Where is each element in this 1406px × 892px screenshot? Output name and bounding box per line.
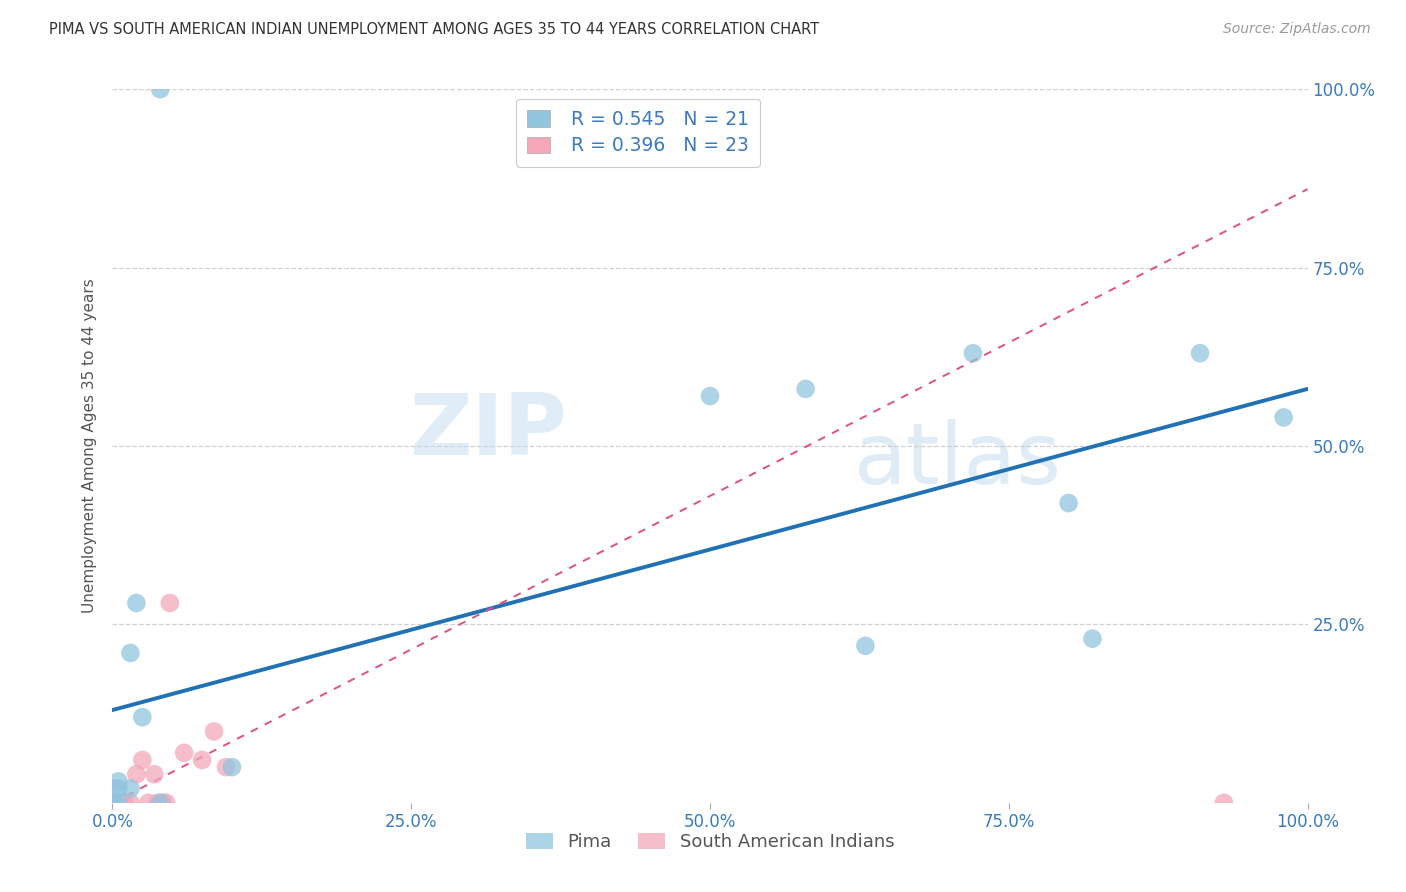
- Point: [1213, 796, 1236, 810]
- Text: atlas: atlas: [853, 418, 1062, 502]
- Point: [101, 796, 124, 810]
- Point: [107, 774, 129, 789]
- Point: [101, 796, 124, 810]
- Text: Source: ZipAtlas.com: Source: ZipAtlas.com: [1223, 22, 1371, 37]
- Point: [101, 796, 124, 810]
- Point: [131, 753, 153, 767]
- Point: [110, 796, 132, 810]
- Point: [149, 82, 172, 96]
- Point: [191, 753, 214, 767]
- Point: [120, 796, 142, 810]
- Point: [101, 781, 124, 796]
- Point: [855, 639, 877, 653]
- Point: [173, 746, 195, 760]
- Point: [120, 646, 142, 660]
- Point: [101, 796, 124, 810]
- Text: ZIP: ZIP: [409, 390, 567, 474]
- Point: [101, 796, 124, 810]
- Point: [107, 796, 129, 810]
- Point: [215, 760, 238, 774]
- Point: [131, 710, 153, 724]
- Point: [101, 796, 124, 810]
- Point: [101, 796, 124, 810]
- Point: [146, 796, 169, 810]
- Point: [202, 724, 225, 739]
- Point: [1057, 496, 1080, 510]
- Point: [221, 760, 243, 774]
- Point: [1189, 346, 1212, 360]
- Point: [125, 767, 148, 781]
- Point: [101, 796, 124, 810]
- Point: [143, 767, 166, 781]
- Point: [1081, 632, 1104, 646]
- Point: [114, 796, 135, 810]
- Text: PIMA VS SOUTH AMERICAN INDIAN UNEMPLOYMENT AMONG AGES 35 TO 44 YEARS CORRELATION: PIMA VS SOUTH AMERICAN INDIAN UNEMPLOYME…: [49, 22, 820, 37]
- Point: [107, 796, 129, 810]
- Point: [138, 796, 160, 810]
- Point: [155, 796, 177, 810]
- Point: [125, 596, 148, 610]
- Point: [699, 389, 721, 403]
- Point: [794, 382, 817, 396]
- Point: [159, 596, 181, 610]
- Point: [107, 781, 129, 796]
- Y-axis label: Unemployment Among Ages 35 to 44 years: Unemployment Among Ages 35 to 44 years: [82, 278, 97, 614]
- Legend: Pima, South American Indians: Pima, South American Indians: [519, 825, 901, 858]
- Point: [962, 346, 984, 360]
- Point: [149, 796, 172, 810]
- Point: [120, 781, 142, 796]
- Point: [152, 796, 174, 810]
- Point: [1272, 410, 1295, 425]
